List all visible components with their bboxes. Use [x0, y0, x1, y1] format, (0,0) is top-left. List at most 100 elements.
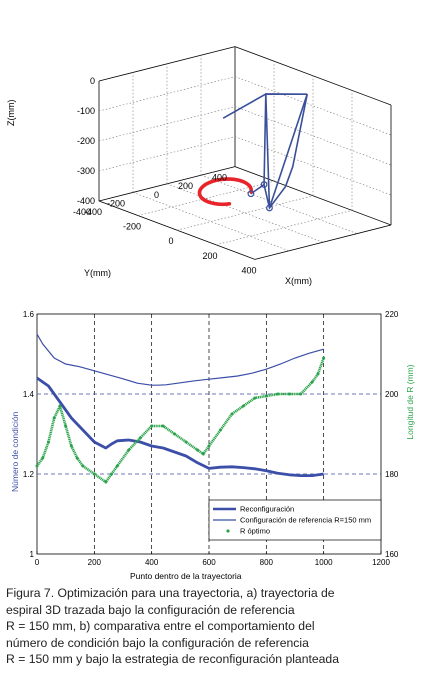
x-axis-label-3d: X(mm) [285, 276, 312, 286]
z-axis-label-3d: Z(mm) [6, 100, 16, 127]
r-optimo-point [184, 440, 188, 444]
joint-marker [266, 204, 273, 212]
grid-line [234, 76, 392, 136]
r-optimo-point [46, 440, 50, 444]
x-tick-label: 0 [35, 558, 40, 567]
x-tick-label: 600 [202, 558, 216, 567]
y-left-tick-label: 1.4 [23, 390, 35, 399]
r-optimo-point [173, 432, 177, 436]
x-tick-label: 400 [145, 558, 159, 567]
r-optimo-point [316, 372, 320, 376]
y-tick-label-3d: -200 [107, 198, 125, 208]
x-tick-label-3d: -400 [84, 207, 102, 217]
r-optimo-point [310, 380, 314, 384]
robot-link-1 [263, 94, 308, 210]
y-right-tick-label: 220 [385, 310, 399, 319]
legend: Reconfiguración Configuración de referen… [208, 499, 382, 541]
y-right-tick-label: 160 [385, 550, 399, 559]
legend-box [208, 499, 382, 541]
x-tick-label: 200 [88, 558, 102, 567]
y-left-tick-label: 1 [30, 550, 35, 559]
r-optimo-point [75, 456, 79, 460]
legend-label-referencia: Configuración de referencia R=150 mm [240, 516, 371, 525]
z-tick-label-3d: -300 [77, 166, 95, 176]
joint-marker [260, 181, 268, 188]
r-optimo-point [35, 464, 39, 468]
r-optimo-point [58, 404, 62, 408]
y-axis-right-label: Longitud de R (mm) [405, 364, 415, 439]
caption-line-5: R = 150 mm y bajo la estrategia de recon… [6, 652, 339, 666]
r-optimo-point [110, 472, 114, 476]
grid-line [176, 195, 314, 231]
legend-label-r-optimo: R óptimo [240, 527, 270, 536]
r-optimo-point [127, 448, 131, 452]
spiral-trajectory [197, 177, 254, 207]
robot-link-2 [268, 93, 308, 209]
r-optimo-point [207, 444, 211, 448]
y-right-tick-label: 180 [385, 470, 399, 479]
x-tick-label: 1000 [315, 558, 333, 567]
r-optimo-point [41, 456, 45, 460]
caption-line-2: espiral 3D trazada bajo la configuración… [6, 602, 295, 617]
y-tick-label-3d: 0 [154, 190, 159, 200]
r-optimo-point [150, 424, 154, 428]
x-axis-label: Punto dentro de la trayectoria [130, 571, 242, 581]
r-optimo-point [230, 412, 234, 416]
r-optimo-point [287, 392, 291, 396]
r-optimo-point [322, 356, 326, 360]
x-tick-label: 800 [260, 558, 274, 567]
z-tick-label-3d: -400 [77, 196, 95, 206]
r-optimo-point [218, 428, 222, 432]
r-optimo-point [264, 394, 268, 398]
legend-swatch-r-optimo [226, 529, 230, 533]
r-optimo-point [81, 464, 85, 468]
x-tick-label-3d: -200 [123, 222, 141, 232]
floor-edge [254, 224, 392, 260]
z-tick-label-3d: -100 [77, 106, 95, 116]
r-optimo-point [299, 392, 303, 396]
y-tick-label-3d: -400 [73, 207, 91, 217]
r-optimo-point [104, 480, 108, 484]
y-axis-left-label: Número de condición [10, 411, 20, 492]
r-optimo-point [69, 444, 73, 448]
y-axis-label-3d: Y(mm) [84, 268, 111, 278]
grid-line [98, 106, 236, 142]
r-optimo-point [276, 392, 280, 396]
x-tick-label-3d: 200 [202, 251, 217, 261]
caption-line-3: R = 150 mm, b) comparativa entre el comp… [6, 619, 315, 633]
y-tick-label-3d: 200 [178, 181, 193, 191]
figure: -400 -200 0 200 400 -400 -200 0 200 400 0 -100 -20… [6, 46, 415, 581]
r-optimo-point [92, 472, 96, 476]
grid-line [98, 136, 236, 172]
wall-edge [98, 46, 236, 82]
r-optimo-point [52, 416, 56, 420]
r-optimo-point [241, 404, 245, 408]
y-left-tick-label: 1.6 [23, 310, 35, 319]
r-optimo-point [138, 436, 142, 440]
series-referencia-line [36, 333, 324, 386]
chart-condition-number: 0 200 400 600 800 1000 1200 1 1.2 1.4 1.6 160 180 2… [10, 310, 415, 581]
r-optimo-point [161, 424, 165, 428]
figure-caption: Figura 7. Optimización para una trayecto… [6, 585, 426, 668]
chart-3d-trajectory: -400 -200 0 200 400 -400 -200 0 200 400 0 -100 -20… [6, 46, 392, 286]
z-tick-label-3d: -200 [77, 136, 95, 146]
z-tick-label-3d: 0 [90, 76, 95, 86]
robot-link-3 [265, 94, 271, 208]
x-tick-label-3d: 400 [241, 265, 256, 275]
r-optimo-point [201, 452, 205, 456]
grid-line [215, 210, 353, 246]
r-optimo-point [253, 396, 257, 400]
r-optimo-point [64, 424, 68, 428]
y-right-tick-label: 200 [385, 390, 399, 399]
joint-marker [247, 190, 255, 198]
grid-line [98, 76, 236, 112]
legend-label-reconfiguracion: Reconfiguración [240, 505, 294, 514]
caption-line-4: número de condición bajo la configuració… [6, 635, 309, 650]
x-tick-label: 1200 [372, 558, 390, 567]
y-tick-label-3d: 400 [212, 173, 227, 183]
r-optimo-point [115, 464, 119, 468]
r-optimo-point [196, 448, 200, 452]
caption-line-1: Figura 7. Optimización para una trayecto… [6, 586, 335, 600]
x-tick-label-3d: 0 [168, 236, 173, 246]
series-reconfiguracion-line [36, 376, 324, 478]
